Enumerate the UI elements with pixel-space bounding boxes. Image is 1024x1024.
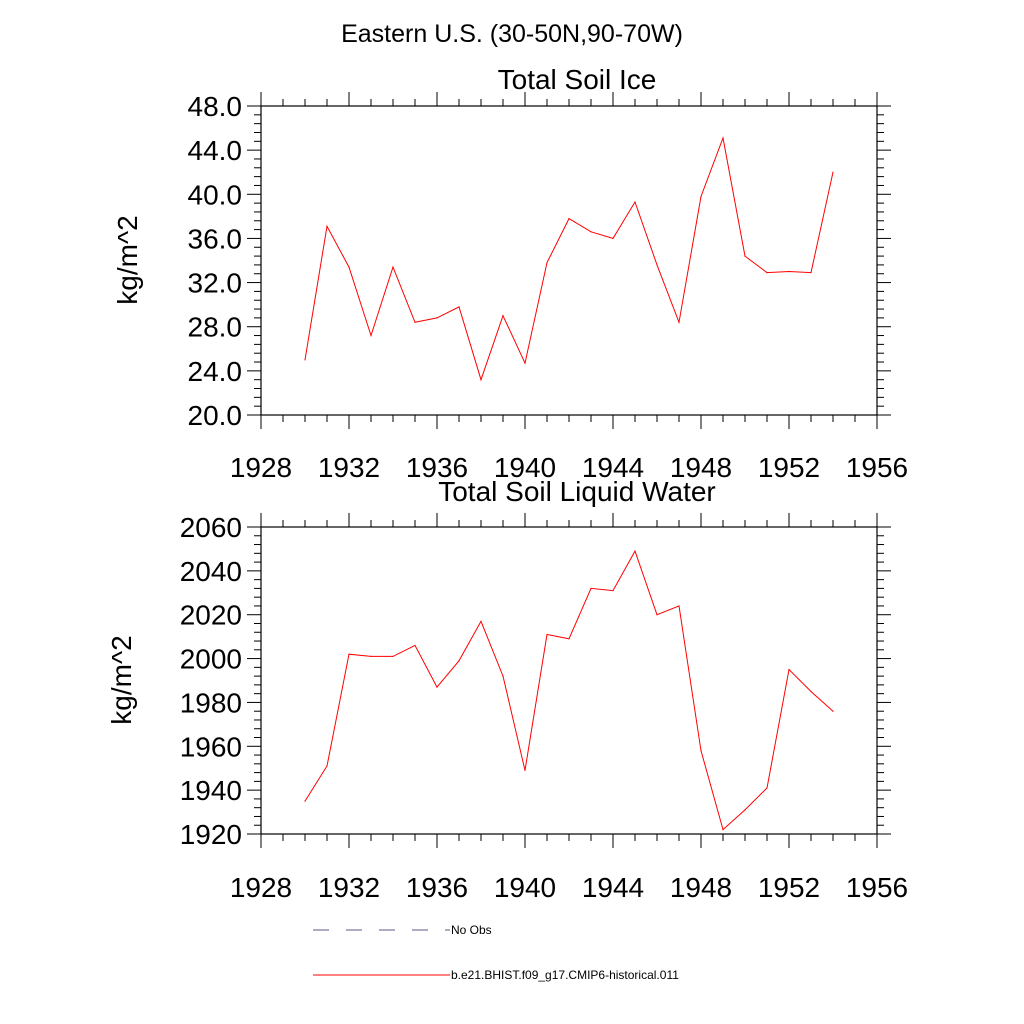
data-point xyxy=(810,690,812,693)
y-tick-label: 28.0 xyxy=(188,312,243,343)
data-point xyxy=(370,655,372,657)
data-point xyxy=(524,362,526,364)
data-point xyxy=(590,587,592,590)
data-point xyxy=(458,660,460,662)
x-tick-label: 1952 xyxy=(758,872,820,903)
x-tick-label: 1932 xyxy=(318,452,380,483)
data-point xyxy=(304,800,306,802)
data-point xyxy=(678,605,680,607)
data-point xyxy=(810,272,812,274)
y-axis-label: kg/m^2 xyxy=(112,215,143,304)
data-point xyxy=(612,237,614,240)
x-tick-label: 1928 xyxy=(230,872,292,903)
data-point xyxy=(348,266,350,268)
data-point xyxy=(546,262,548,264)
y-tick-label: 2020 xyxy=(180,600,242,631)
data-point xyxy=(392,266,394,268)
legend-label-model-run: b.e21.BHIST.f09_g17.CMIP6-historical.011 xyxy=(451,968,679,982)
y-tick-label: 40.0 xyxy=(188,179,243,210)
data-point xyxy=(766,272,768,274)
data-point xyxy=(832,171,834,173)
legend-entry-no-obs: No Obs xyxy=(313,923,492,937)
data-point xyxy=(722,829,724,831)
data-point xyxy=(832,710,834,712)
data-point xyxy=(634,201,636,203)
data-point xyxy=(326,765,328,767)
y-tick-label: 2060 xyxy=(180,512,242,543)
data-point xyxy=(568,638,570,640)
x-tick-label: 1952 xyxy=(758,452,820,483)
legend-entry-model-run: b.e21.BHIST.f09_g17.CMIP6-historical.011 xyxy=(313,968,679,982)
y-tick-label: 36.0 xyxy=(188,223,243,254)
x-tick-label: 1936 xyxy=(406,872,468,903)
data-point xyxy=(502,315,504,317)
y-tick-label: 1920 xyxy=(180,819,242,850)
data-point xyxy=(502,675,504,677)
data-point xyxy=(458,306,460,308)
data-point xyxy=(568,217,570,220)
data-point xyxy=(788,270,790,273)
y-axis-label: kg/m^2 xyxy=(106,635,137,724)
x-tick-label: 1948 xyxy=(670,872,732,903)
panel-total-soil-liquid-water: Total Soil Liquid Water kg/m^2 1928 1932 193… xyxy=(106,476,908,903)
data-point xyxy=(722,137,724,139)
main-title: Eastern U.S. (30-50N,90-70W) xyxy=(341,20,683,48)
y-tick-label: 2040 xyxy=(180,556,242,587)
legend-label-no-obs: No Obs xyxy=(451,923,492,937)
plot-frame xyxy=(260,105,878,416)
data-point xyxy=(612,589,614,592)
data-point xyxy=(304,359,306,361)
y-tick-label: 44.0 xyxy=(188,135,243,166)
data-point xyxy=(744,809,746,811)
data-point xyxy=(524,769,526,772)
data-point xyxy=(546,633,548,636)
data-point xyxy=(788,668,790,671)
data-point xyxy=(436,686,438,688)
data-point xyxy=(414,321,416,323)
data-point xyxy=(656,614,658,616)
data-point xyxy=(436,317,438,319)
data-point xyxy=(326,225,328,227)
y-tick-label: 1980 xyxy=(180,687,242,718)
data-point xyxy=(634,550,636,552)
x-tick-label: 1948 xyxy=(670,452,732,483)
legend: No Obs b.e21.BHIST.f09_g17.CMIP6-histori… xyxy=(313,923,679,982)
data-point xyxy=(480,620,482,622)
x-tick-label: 1944 xyxy=(582,872,644,903)
data-point xyxy=(766,787,768,789)
x-tick-label: 1956 xyxy=(846,452,908,483)
data-point xyxy=(678,321,680,323)
series-line xyxy=(304,136,834,382)
y-tick-label: 48.0 xyxy=(188,91,243,122)
data-point xyxy=(348,653,350,655)
data-point xyxy=(414,644,416,647)
x-tick-label: 1932 xyxy=(318,872,380,903)
panel-total-soil-ice: Total Soil Ice kg/m^2 1928 1932 1936 1940 1944… xyxy=(112,64,908,483)
x-tick-label: 1956 xyxy=(846,872,908,903)
y-tick-label: 1940 xyxy=(180,775,242,806)
series-line xyxy=(304,549,834,831)
chart-title: Total Soil Liquid Water xyxy=(438,476,716,507)
data-point xyxy=(392,655,394,657)
y-tick-label: 1960 xyxy=(180,731,242,762)
data-point xyxy=(700,195,702,198)
data-point xyxy=(590,231,592,233)
plot-frame xyxy=(260,526,878,835)
y-tick-label: 20.0 xyxy=(188,400,243,431)
y-tick-label: 2000 xyxy=(180,644,242,675)
data-point xyxy=(656,264,658,266)
x-tick-label: 1940 xyxy=(494,452,556,483)
x-tick-label: 1928 xyxy=(230,452,292,483)
data-point xyxy=(370,334,372,337)
y-tick-label: 24.0 xyxy=(188,356,243,387)
data-point xyxy=(744,255,746,257)
chart-title: Total Soil Ice xyxy=(498,64,657,95)
x-tick-label: 1944 xyxy=(582,452,644,483)
x-tick-label: 1936 xyxy=(406,452,468,483)
data-point xyxy=(480,379,482,381)
x-tick-label: 1940 xyxy=(494,872,556,903)
y-tick-label: 32.0 xyxy=(188,268,243,299)
data-point xyxy=(700,750,702,752)
